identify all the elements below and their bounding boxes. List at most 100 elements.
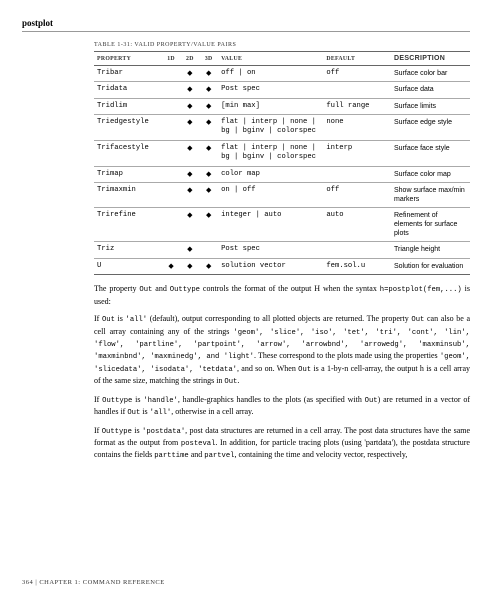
property-table: PROPERTY 1D 2D 3D VALUE DEFAULT DESCRIPT… (94, 51, 470, 275)
cell-property: Trirefine (94, 208, 162, 242)
cell-1d (162, 115, 181, 141)
cell-1d (162, 166, 181, 182)
cell-description: Surface limits (391, 98, 470, 114)
cell-1d (162, 82, 181, 98)
table-row: Trimaxmin◆◆on | offoffShow surface max/m… (94, 182, 470, 207)
cell-default: off (323, 182, 391, 207)
col-2d: 2D (180, 52, 199, 66)
cell-description: Surface data (391, 82, 470, 98)
cell-value: on | off (218, 182, 323, 207)
cell-2d: ◆ (180, 66, 199, 82)
cell-value: flat | interp | none | bg | bginv | colo… (218, 140, 323, 166)
cell-2d: ◆ (180, 182, 199, 207)
table-row: Tridata◆◆Post specSurface data (94, 82, 470, 98)
cell-3d: ◆ (199, 98, 218, 114)
col-property: PROPERTY (94, 52, 162, 66)
cell-value: color map (218, 166, 323, 182)
cell-3d: ◆ (199, 166, 218, 182)
col-3d: 3D (199, 52, 218, 66)
paragraph-1: The property Out and Outtype controls th… (94, 283, 470, 307)
table-section: TABLE 1-31: VALID PROPERTY/VALUE PAIRS P… (94, 42, 470, 275)
chapter-label: CHAPTER 1: COMMAND REFERENCE (39, 579, 164, 586)
cell-2d: ◆ (180, 82, 199, 98)
cell-3d (199, 242, 218, 258)
cell-property: Triedgestyle (94, 115, 162, 141)
cell-description: Surface face style (391, 140, 470, 166)
body-text: The property Out and Outtype controls th… (94, 283, 470, 462)
paragraph-3: If Outtype is 'handle', handle-graphics … (94, 394, 470, 419)
cell-default: off (323, 66, 391, 82)
cell-1d (162, 242, 181, 258)
cell-value: off | on (218, 66, 323, 82)
cell-3d: ◆ (199, 182, 218, 207)
table-header-row: PROPERTY 1D 2D 3D VALUE DEFAULT DESCRIPT… (94, 52, 470, 66)
table-row: Trimap◆◆color mapSurface color map (94, 166, 470, 182)
cell-value: flat | interp | none | bg | bginv | colo… (218, 115, 323, 141)
cell-default: interp (323, 140, 391, 166)
cell-description: Surface edge style (391, 115, 470, 141)
page-header: postplot (22, 18, 470, 32)
cell-1d: ◆ (162, 258, 181, 274)
page-number: 364 (22, 579, 33, 586)
cell-value: solution vector (218, 258, 323, 274)
cell-property: U (94, 258, 162, 274)
cell-property: Trimap (94, 166, 162, 182)
table-row: Trirefine◆◆integer | autoautoRefinement … (94, 208, 470, 242)
cell-2d: ◆ (180, 242, 199, 258)
table-row: Triz ◆ Post spec Triangle height (94, 242, 470, 258)
cell-property: Trimaxmin (94, 182, 162, 207)
cell-2d: ◆ (180, 115, 199, 141)
cell-description: Surface color map (391, 166, 470, 182)
cell-property: Tribar (94, 66, 162, 82)
cell-value: Post spec (218, 242, 323, 258)
cell-default: none (323, 115, 391, 141)
cell-3d: ◆ (199, 258, 218, 274)
cell-value: [min max] (218, 98, 323, 114)
cell-property: Trifacestyle (94, 140, 162, 166)
table-row: Triedgestyle◆◆flat | interp | none | bg … (94, 115, 470, 141)
table-row: Tridlim◆◆[min max]full rangeSurface limi… (94, 98, 470, 114)
cell-3d: ◆ (199, 66, 218, 82)
cell-property: Triz (94, 242, 162, 258)
table-row: U◆◆◆solution vectorfem.sol.uSolution for… (94, 258, 470, 274)
cell-2d: ◆ (180, 166, 199, 182)
col-value: VALUE (218, 52, 323, 66)
cell-1d (162, 140, 181, 166)
cell-description: Show surface max/min markers (391, 182, 470, 207)
cell-default (323, 166, 391, 182)
cell-3d: ◆ (199, 115, 218, 141)
table-row: Trifacestyle◆◆flat | interp | none | bg … (94, 140, 470, 166)
paragraph-2: If Out is 'all' (default), output corres… (94, 313, 470, 388)
cell-property: Tridata (94, 82, 162, 98)
cell-default (323, 242, 391, 258)
col-1d: 1D (162, 52, 181, 66)
cell-default: fem.sol.u (323, 258, 391, 274)
cell-description: Surface color bar (391, 66, 470, 82)
cell-3d: ◆ (199, 82, 218, 98)
col-description: DESCRIPTION (391, 52, 470, 66)
table-caption: TABLE 1-31: VALID PROPERTY/VALUE PAIRS (94, 42, 470, 48)
cell-1d (162, 98, 181, 114)
cell-default (323, 82, 391, 98)
cell-property: Tridlim (94, 98, 162, 114)
cell-2d: ◆ (180, 208, 199, 242)
col-default: DEFAULT (323, 52, 391, 66)
page-footer: 364 | CHAPTER 1: COMMAND REFERENCE (22, 579, 165, 586)
paragraph-4: If Outtype is 'postdata', post data stru… (94, 425, 470, 462)
cell-1d (162, 66, 181, 82)
cell-2d: ◆ (180, 98, 199, 114)
cell-2d: ◆ (180, 258, 199, 274)
cell-1d (162, 208, 181, 242)
cell-description: Refinement of elements for surface plots (391, 208, 470, 242)
cell-default: auto (323, 208, 391, 242)
table-row: Tribar◆◆off | onoffSurface color bar (94, 66, 470, 82)
cell-2d: ◆ (180, 140, 199, 166)
cell-description: Triangle height (391, 242, 470, 258)
cell-value: Post spec (218, 82, 323, 98)
cell-description: Solution for evaluation (391, 258, 470, 274)
cell-default: full range (323, 98, 391, 114)
cell-value: integer | auto (218, 208, 323, 242)
cell-3d: ◆ (199, 208, 218, 242)
cell-3d: ◆ (199, 140, 218, 166)
cell-1d (162, 182, 181, 207)
